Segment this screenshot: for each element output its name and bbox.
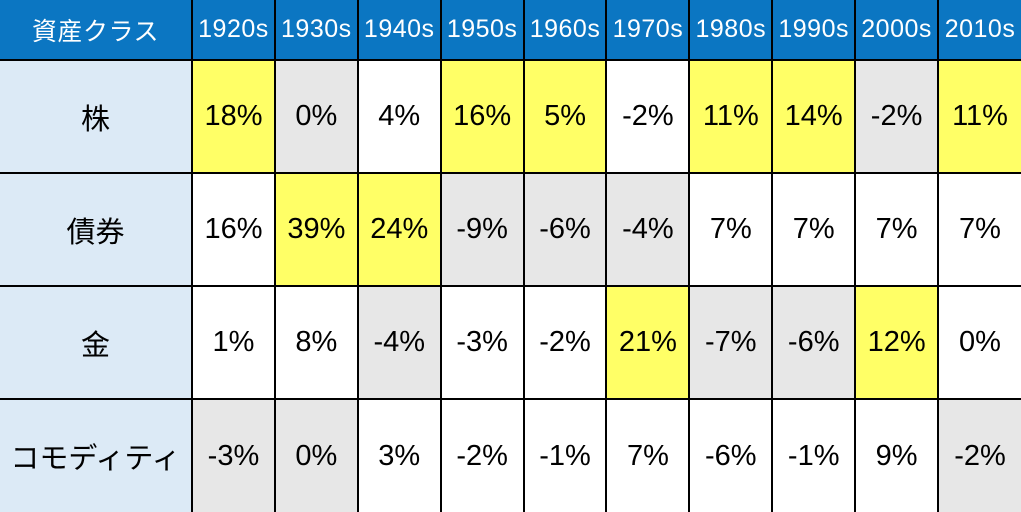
data-cell-株-1950s: 16% <box>439 59 525 174</box>
data-cell-債券-1980s: 7% <box>688 172 774 287</box>
header-cell-decade-1930s: 1930s <box>273 0 359 61</box>
data-cell-金-1960s: -2% <box>522 285 608 400</box>
data-cell-株-1960s: 5% <box>522 59 608 174</box>
header-cell-decade-1960s: 1960s <box>522 0 608 61</box>
data-cell-コモディティ-1970s: 7% <box>605 398 691 512</box>
data-cell-債券-2010s: 7% <box>937 172 1021 287</box>
table-row-金: 金 1% 8% -4% -3% -2% 21% -7% -6% 12% 0% <box>0 285 1021 400</box>
header-cell-decade-1920s: 1920s <box>191 0 276 61</box>
data-cell-債券-2000s: 7% <box>854 172 940 287</box>
data-cell-株-1930s: 0% <box>273 59 359 174</box>
data-cell-コモディティ-1980s: -6% <box>688 398 774 512</box>
data-cell-債券-1930s: 39% <box>273 172 359 287</box>
data-cell-株-1990s: 14% <box>771 59 857 174</box>
header-cell-decade-1990s: 1990s <box>771 0 857 61</box>
data-cell-株-1940s: 4% <box>356 59 442 174</box>
header-cell-decade-2000s: 2000s <box>854 0 940 61</box>
table-row-コモディティ: コモディティ -3% 0% 3% -2% -1% 7% -6% -1% 9% -2% <box>0 398 1021 512</box>
table-row-株: 株 18% 0% 4% 16% 5% -2% 11% 14% -2% 11% <box>0 59 1021 174</box>
data-cell-債券-1920s: 16% <box>191 172 276 287</box>
data-cell-コモディティ-2000s: 9% <box>854 398 940 512</box>
data-cell-金-1930s: 8% <box>273 285 359 400</box>
table-header-row: 資産クラス 1920s 1930s 1940s 1950s 1960s 1970s 1980… <box>0 0 1021 61</box>
data-cell-債券-1970s: -4% <box>605 172 691 287</box>
table-row-債券: 債券 16% 39% 24% -9% -6% -4% 7% 7% 7% 7% <box>0 172 1021 287</box>
data-cell-株-1980s: 11% <box>688 59 774 174</box>
data-cell-コモディティ-1940s: 3% <box>356 398 442 512</box>
data-cell-株-2010s: 11% <box>937 59 1021 174</box>
row-label-cell: コモディティ <box>0 398 194 512</box>
data-cell-金-1940s: -4% <box>356 285 442 400</box>
data-cell-コモディティ-2010s: -2% <box>937 398 1021 512</box>
data-cell-金-1950s: -3% <box>439 285 525 400</box>
data-cell-債券-1960s: -6% <box>522 172 608 287</box>
data-cell-コモディティ-1950s: -2% <box>439 398 525 512</box>
data-cell-金-1920s: 1% <box>191 285 276 400</box>
data-cell-金-2000s: 12% <box>854 285 940 400</box>
data-cell-株-2000s: -2% <box>854 59 940 174</box>
data-cell-コモディティ-1930s: 0% <box>273 398 359 512</box>
header-cell-decade-1970s: 1970s <box>605 0 691 61</box>
header-cell-decade-2010s: 2010s <box>937 0 1021 61</box>
header-cell-decade-1980s: 1980s <box>688 0 774 61</box>
data-cell-金-1990s: -6% <box>771 285 857 400</box>
data-cell-コモディティ-1960s: -1% <box>522 398 608 512</box>
data-cell-金-2010s: 0% <box>937 285 1021 400</box>
data-cell-株-1920s: 18% <box>191 59 276 174</box>
data-cell-債券-1990s: 7% <box>771 172 857 287</box>
data-cell-コモディティ-1990s: -1% <box>771 398 857 512</box>
data-cell-債券-1950s: -9% <box>439 172 525 287</box>
header-cell-asset-class: 資産クラス <box>0 0 194 61</box>
data-cell-債券-1940s: 24% <box>356 172 442 287</box>
row-label-cell: 債券 <box>0 172 194 287</box>
header-cell-decade-1940s: 1940s <box>356 0 442 61</box>
data-cell-株-1970s: -2% <box>605 59 691 174</box>
header-cell-decade-1950s: 1950s <box>439 0 525 61</box>
row-label-cell: 株 <box>0 59 194 174</box>
data-cell-金-1980s: -7% <box>688 285 774 400</box>
data-cell-コモディティ-1920s: -3% <box>191 398 276 512</box>
data-cell-金-1970s: 21% <box>605 285 691 400</box>
row-label-cell: 金 <box>0 285 194 400</box>
